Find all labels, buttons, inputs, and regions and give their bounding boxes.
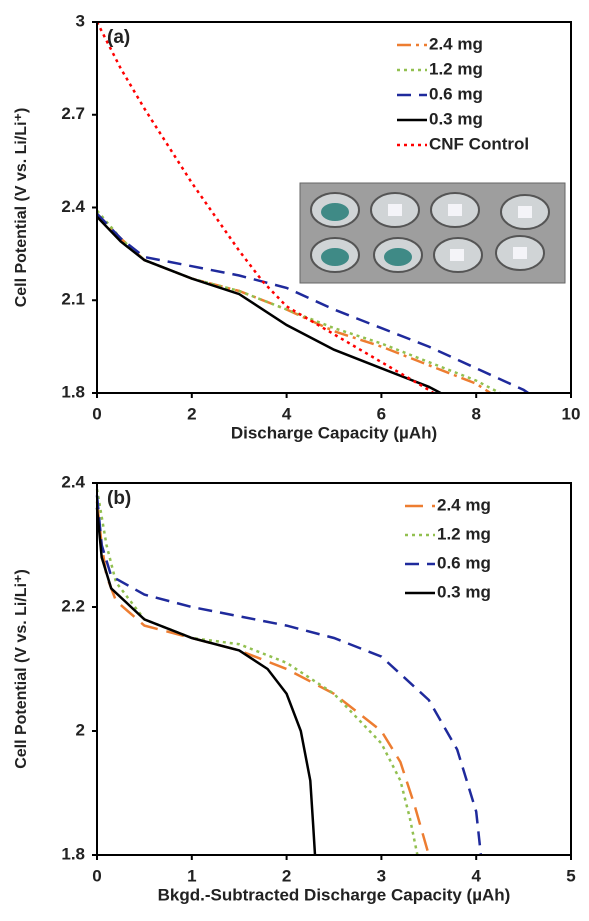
y-tick-label: 1.8 — [61, 844, 85, 863]
data-line — [95, 488, 419, 856]
y-tick-label: 2.7 — [61, 104, 85, 123]
legend-label: 1.2 mg — [429, 59, 483, 78]
plot-frame — [96, 482, 572, 856]
x-tick-label: 4 — [471, 866, 481, 885]
legend-label: 0.6 mg — [429, 84, 483, 103]
legend-label: 0.6 mg — [437, 553, 491, 572]
data-line — [96, 212, 529, 395]
data-line — [95, 501, 431, 856]
y-tick-label: 2 — [76, 720, 85, 739]
x-tick-label: 8 — [471, 404, 480, 423]
inset-photo — [299, 182, 566, 284]
x-axis-title: Discharge Capacity (µAh) — [231, 423, 437, 442]
y-tick-label: 2.2 — [61, 596, 85, 615]
y-tick-label: 3 — [76, 11, 85, 30]
y-axis-title: Cell Potential (V vs. Li/Li⁺) — [13, 108, 30, 308]
x-tick-label: 4 — [282, 404, 292, 423]
x-tick-label: 6 — [377, 404, 386, 423]
x-tick-label: 2 — [187, 404, 196, 423]
x-tick-label: 0 — [92, 404, 101, 423]
x-tick-label: 3 — [377, 866, 386, 885]
y-tick-label: 2.4 — [61, 197, 85, 216]
legend-label: CNF Control — [429, 134, 529, 153]
legend-label: 2.4 mg — [429, 34, 483, 53]
x-tick-label: 5 — [566, 866, 575, 885]
data-line — [95, 507, 317, 856]
data-line — [95, 21, 435, 395]
legend-label: 2.4 mg — [437, 495, 491, 514]
legend-label: 1.2 mg — [437, 524, 491, 543]
x-tick-label: 10 — [562, 404, 581, 423]
plot-frame — [96, 21, 572, 394]
panel-label: (b) — [107, 488, 131, 509]
y-tick-label: 2.4 — [61, 472, 85, 491]
x-tick-label: 1 — [187, 866, 196, 885]
y-axis-title: Cell Potential (V vs. Li/Li⁺) — [13, 569, 30, 769]
y-tick-label: 1.8 — [61, 382, 85, 401]
data-line — [95, 495, 483, 856]
x-axis-title: Bkgd.-Subtracted Discharge Capacity (µAh… — [158, 885, 511, 904]
panel-label: (a) — [107, 27, 130, 48]
y-tick-label: 2.1 — [61, 290, 85, 309]
x-tick-label: 2 — [282, 866, 291, 885]
data-line — [96, 215, 442, 395]
legend-label: 0.3 mg — [437, 582, 491, 601]
x-tick-label: 0 — [92, 866, 101, 885]
legend-label: 0.3 mg — [429, 109, 483, 128]
